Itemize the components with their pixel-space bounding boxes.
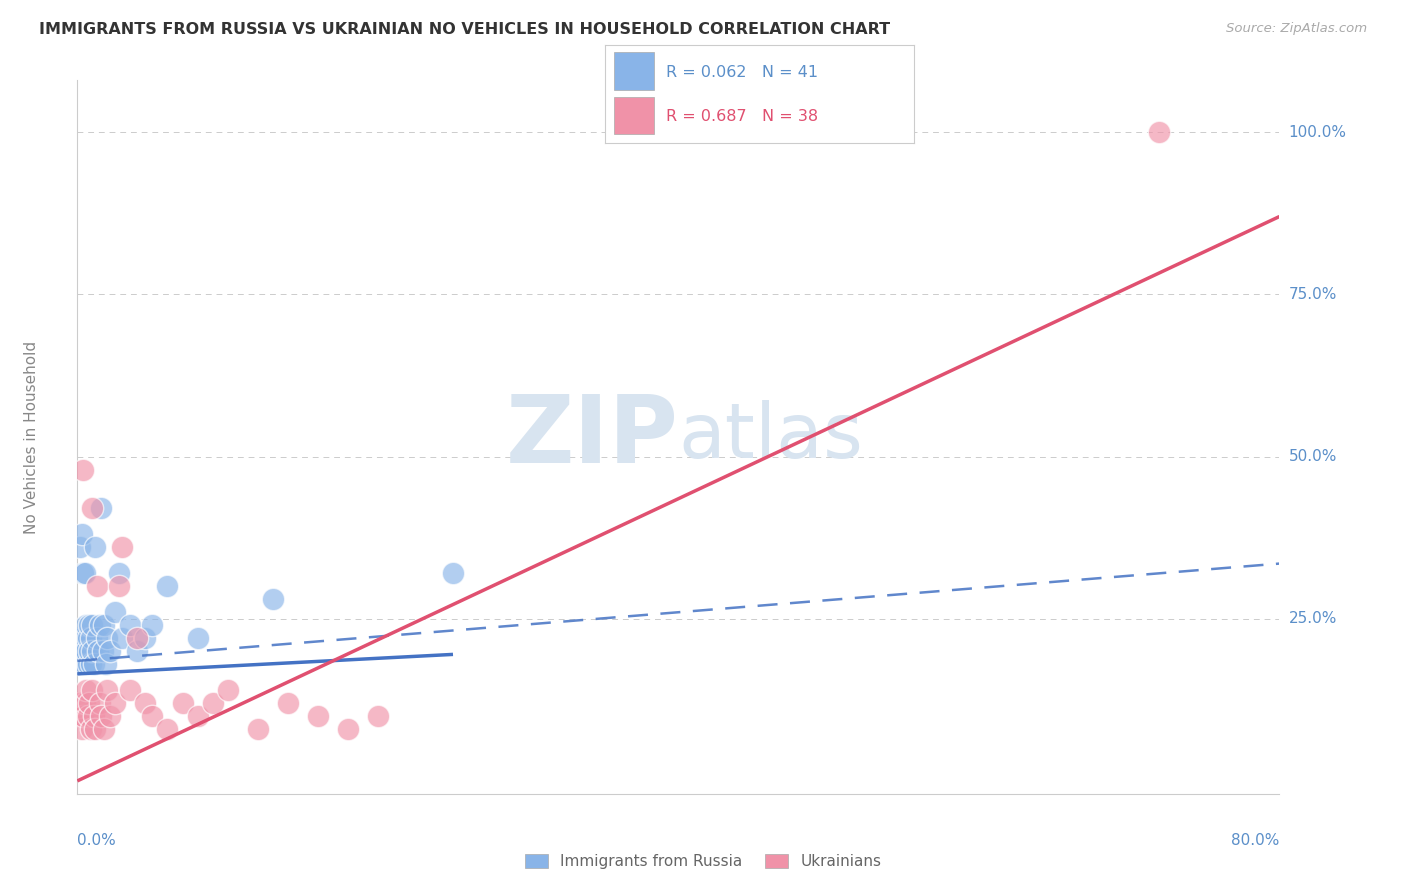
Text: R = 0.687   N = 38: R = 0.687 N = 38: [666, 109, 818, 124]
Point: [336, 722, 359, 736]
Point: [73, 566, 96, 581]
Point: [80, 722, 103, 736]
Point: [76, 657, 98, 672]
Text: 0.0%: 0.0%: [77, 833, 117, 847]
Point: [82, 501, 104, 516]
Point: [70, 722, 93, 736]
Point: [73, 696, 96, 710]
Point: [367, 709, 389, 723]
Point: [79, 696, 101, 710]
Point: [186, 631, 209, 645]
Point: [72, 566, 94, 581]
Text: Source: ZipAtlas.com: Source: ZipAtlas.com: [1226, 22, 1367, 36]
Point: [246, 722, 269, 736]
Point: [67, 657, 90, 672]
Point: [100, 709, 122, 723]
Point: [72, 462, 94, 476]
Point: [75, 618, 97, 632]
Point: [76, 631, 98, 645]
Point: [82, 644, 104, 658]
Point: [72, 709, 94, 723]
Point: [93, 722, 115, 736]
Point: [127, 644, 149, 658]
Point: [307, 709, 329, 723]
Text: R = 0.062   N = 41: R = 0.062 N = 41: [666, 64, 818, 79]
Text: 25.0%: 25.0%: [1288, 611, 1337, 626]
Point: [141, 618, 163, 632]
Point: [91, 644, 114, 658]
Point: [69, 541, 91, 555]
Point: [75, 644, 97, 658]
Point: [70, 631, 93, 645]
Text: ZIP: ZIP: [506, 391, 679, 483]
Point: [96, 631, 118, 645]
Text: 50.0%: 50.0%: [1288, 449, 1337, 464]
Text: 75.0%: 75.0%: [1288, 287, 1337, 301]
Point: [72, 644, 94, 658]
Point: [80, 657, 103, 672]
Point: [84, 541, 107, 555]
Point: [84, 722, 107, 736]
Point: [90, 709, 112, 723]
Text: atlas: atlas: [679, 401, 863, 474]
Point: [90, 501, 112, 516]
Point: [111, 541, 134, 555]
Point: [201, 696, 224, 710]
FancyBboxPatch shape: [614, 96, 654, 134]
Point: [69, 696, 91, 710]
Point: [134, 696, 156, 710]
Point: [79, 644, 101, 658]
Point: [86, 579, 108, 593]
Point: [127, 631, 149, 645]
Point: [83, 709, 105, 723]
Text: 80.0%: 80.0%: [1232, 833, 1279, 847]
Point: [89, 618, 111, 632]
Point: [111, 631, 134, 645]
Point: [217, 683, 239, 698]
Point: [87, 644, 110, 658]
Point: [277, 696, 299, 710]
Point: [108, 566, 131, 581]
Point: [1149, 125, 1171, 139]
Point: [441, 566, 464, 581]
Point: [89, 696, 111, 710]
Point: [76, 709, 98, 723]
Point: [80, 631, 103, 645]
Point: [118, 683, 141, 698]
FancyBboxPatch shape: [614, 53, 654, 90]
Point: [141, 709, 163, 723]
Point: [83, 657, 105, 672]
Point: [100, 644, 122, 658]
Point: [93, 618, 115, 632]
Point: [82, 683, 104, 698]
Point: [108, 579, 131, 593]
Point: [104, 605, 127, 619]
Legend: Immigrants from Russia, Ukrainians: Immigrants from Russia, Ukrainians: [519, 848, 887, 875]
Point: [86, 631, 108, 645]
Text: 100.0%: 100.0%: [1288, 125, 1347, 140]
Point: [79, 618, 101, 632]
Point: [156, 722, 179, 736]
Point: [70, 527, 93, 541]
Point: [104, 696, 127, 710]
Point: [172, 696, 194, 710]
Point: [96, 683, 118, 698]
Point: [118, 618, 141, 632]
Point: [73, 657, 96, 672]
Point: [156, 579, 179, 593]
Text: No Vehicles in Household: No Vehicles in Household: [24, 341, 39, 533]
Point: [262, 592, 284, 607]
Text: IMMIGRANTS FROM RUSSIA VS UKRAINIAN NO VEHICLES IN HOUSEHOLD CORRELATION CHART: IMMIGRANTS FROM RUSSIA VS UKRAINIAN NO V…: [39, 22, 890, 37]
Point: [186, 709, 209, 723]
Point: [75, 683, 97, 698]
Point: [67, 709, 90, 723]
Point: [73, 631, 96, 645]
Point: [82, 618, 104, 632]
Point: [94, 657, 117, 672]
Point: [134, 631, 156, 645]
